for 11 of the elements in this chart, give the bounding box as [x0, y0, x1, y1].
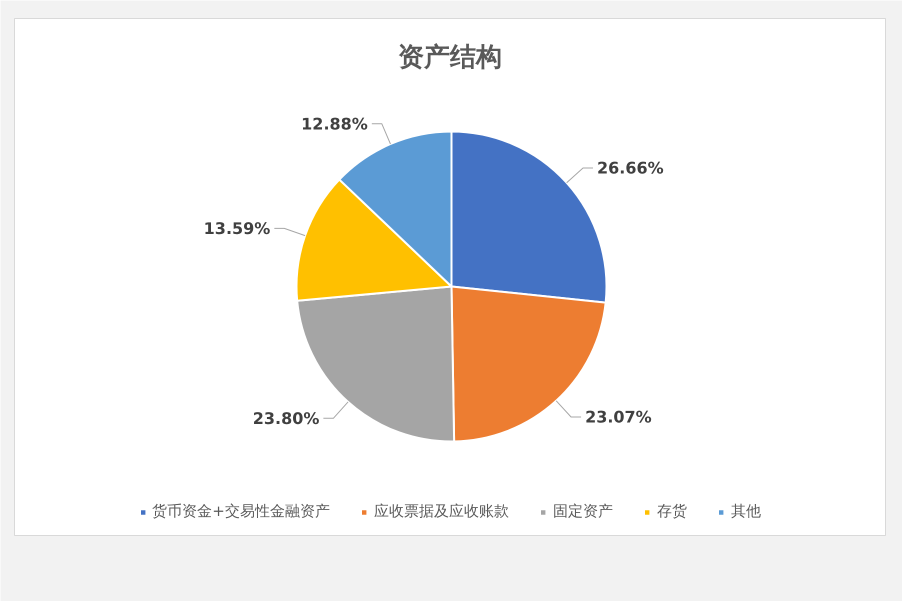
- chart-title: 资产结构: [398, 42, 502, 72]
- data-label: 13.59%: [204, 218, 270, 238]
- data-label: 26.66%: [597, 158, 664, 178]
- data-label: 23.80%: [252, 408, 320, 428]
- legend-label: 固定资产: [552, 502, 613, 521]
- legend-label: 应收票据及应收账款: [374, 502, 509, 521]
- data-label: 12.88%: [301, 114, 368, 134]
- legend-label: 其他: [730, 502, 761, 521]
- legend-label: 存货: [656, 502, 687, 521]
- legend-label: 货币资金+交易性金融资产: [152, 502, 330, 521]
- data-label: 23.07%: [585, 408, 652, 426]
